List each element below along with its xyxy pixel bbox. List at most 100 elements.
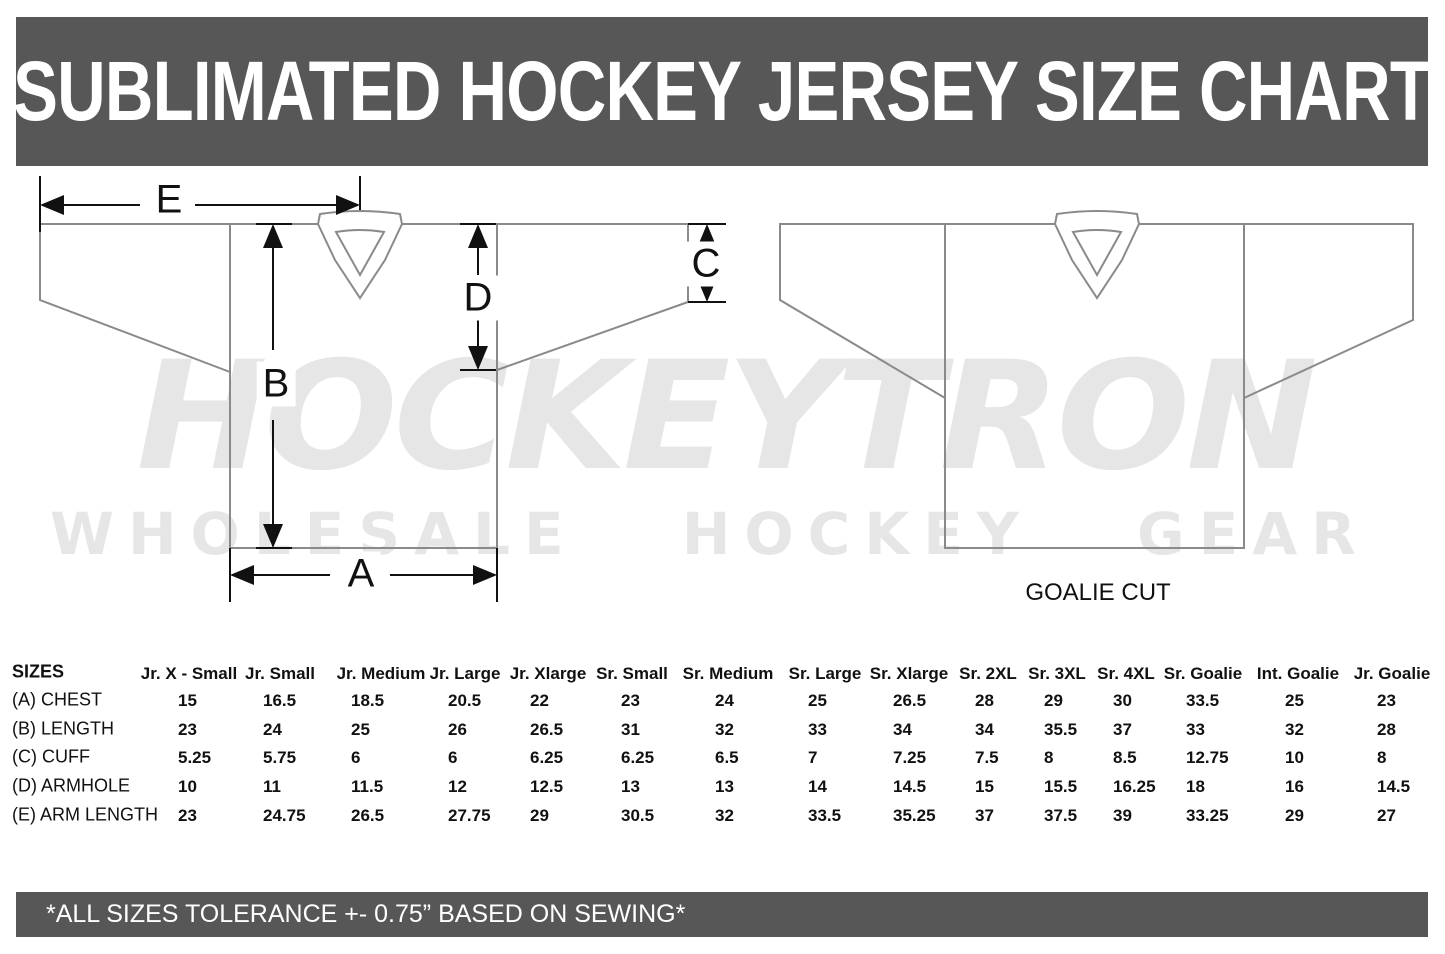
dimension-label-c: C	[685, 241, 727, 287]
table-cell: 30	[1113, 691, 1132, 710]
table-cell: 11.5	[351, 777, 384, 796]
row-label: (E) ARM LENGTH	[12, 804, 159, 825]
table-cell: 6.25	[621, 748, 655, 767]
row-label: (A) CHEST	[12, 689, 102, 710]
table-cell: 25	[1285, 691, 1304, 710]
column-header: Jr. X - Small	[140, 664, 238, 683]
table-cell: 35.5	[1044, 720, 1078, 739]
table-cell: 23	[621, 691, 640, 710]
watermark-brand: HOCKEYTRON	[136, 330, 1318, 504]
table-cell: 5.25	[178, 748, 212, 767]
title-banner: SUBLIMATED HOCKEY JERSEY SIZE CHART	[13, 17, 1432, 166]
table-cell: 29	[1285, 806, 1304, 825]
table-cell: 33	[808, 720, 827, 739]
table-cell: 34	[975, 720, 994, 739]
table-cell: 26.5	[530, 720, 564, 739]
table-cell: 6	[351, 748, 361, 767]
row-label: (B) LENGTH	[12, 718, 115, 739]
table-cell: 18	[1186, 777, 1205, 796]
column-header: Jr. Medium	[336, 664, 426, 683]
table-cell: 27.75	[448, 806, 491, 825]
table-cell: 24	[715, 691, 734, 710]
dimension-label-a: A	[341, 551, 381, 597]
table-cell: 34	[893, 720, 912, 739]
column-header: Sr. 2XL	[959, 664, 1017, 683]
table-cell: 23	[178, 720, 197, 739]
table-cell: 16	[1285, 777, 1304, 796]
table-cell: 6	[448, 748, 458, 767]
table-cell: 37	[975, 806, 994, 825]
table-cell: 29	[530, 806, 549, 825]
table-cell: 33	[1186, 720, 1205, 739]
column-header: Jr. Small	[245, 664, 315, 683]
table-cell: 31	[621, 720, 640, 739]
table-cell: 15	[178, 691, 197, 710]
dimension-label-e: E	[149, 177, 189, 223]
table-cell: 37.5	[1044, 806, 1078, 825]
column-header: Sr. 3XL	[1028, 664, 1086, 683]
table-cell: 33.25	[1186, 806, 1229, 825]
table-cell: 10	[1285, 748, 1304, 767]
table-cell: 8	[1044, 748, 1054, 767]
standard-jersey-outline	[39, 210, 689, 549]
table-cell: 33.5	[808, 806, 842, 825]
table-cell: 35.25	[893, 806, 936, 825]
goalie-cut-label: GOALIE CUT	[1025, 579, 1171, 606]
table-cell: 24	[263, 720, 282, 739]
page-title: SUBLIMATED HOCKEY JERSEY SIZE CHART	[13, 44, 1432, 138]
column-header: Jr. Large	[429, 664, 501, 683]
column-header: Sr. Goalie	[1163, 664, 1243, 683]
column-header: Sr. Medium	[682, 664, 774, 683]
table-cell: 23	[178, 806, 197, 825]
column-header: Jr. Goalie	[1353, 664, 1431, 683]
table-cell: 10	[178, 777, 197, 796]
row-label: (D) ARMHOLE	[12, 775, 131, 796]
table-cell: 25	[351, 720, 370, 739]
table-cell: 12	[448, 777, 467, 796]
table-cell: 26.5	[351, 806, 385, 825]
column-header: Sr. Xlarge	[869, 664, 949, 683]
dimension-label-d: D	[457, 275, 499, 321]
table-cell: 13	[715, 777, 734, 796]
table-cell: 20.5	[448, 691, 482, 710]
table-cell: 24.75	[263, 806, 306, 825]
table-cell: 13	[621, 777, 640, 796]
row-label: (C) CUFF	[12, 746, 90, 767]
column-header: Sr. Small	[596, 664, 668, 683]
column-header: Int. Goalie	[1256, 664, 1340, 683]
table-cell: 18.5	[351, 691, 385, 710]
table-cell: 14.5	[1377, 777, 1411, 796]
table-cell: 7.25	[893, 748, 927, 767]
table-cell: 30.5	[621, 806, 655, 825]
table-cell: 32	[715, 806, 734, 825]
column-header: Sr. 4XL	[1097, 664, 1155, 683]
table-cell: 15	[975, 777, 994, 796]
table-cell: 12.5	[530, 777, 564, 796]
table-cell: 26	[448, 720, 467, 739]
table-cell: 14	[808, 777, 827, 796]
table-cell: 22	[530, 691, 549, 710]
table-cell: 32	[715, 720, 734, 739]
table-cell: 16.25	[1113, 777, 1156, 796]
table-cell: 12.75	[1186, 748, 1229, 767]
table-cell: 28	[1377, 720, 1396, 739]
table-cell: 6.25	[530, 748, 564, 767]
table-cell: 7	[808, 748, 818, 767]
table-cell: 33.5	[1186, 691, 1220, 710]
table-cell: 5.75	[263, 748, 297, 767]
table-cell: 11	[263, 777, 281, 796]
sizes-header: SIZES	[12, 661, 65, 682]
column-header: Jr. Xlarge	[509, 664, 587, 683]
table-cell: 29	[1044, 691, 1063, 710]
table-cell: 8	[1377, 748, 1387, 767]
table-cell: 25	[808, 691, 827, 710]
table-cell: 28	[975, 691, 994, 710]
table-cell: 39	[1113, 806, 1132, 825]
table-cell: 8.5	[1113, 748, 1137, 767]
table-cell: 26.5	[893, 691, 927, 710]
dimension-label-b: B	[256, 361, 296, 407]
tolerance-footer: *ALL SIZES TOLERANCE +- 0.75” BASED ON S…	[16, 892, 1428, 937]
goalie-jersey-outline	[779, 210, 1414, 549]
table-cell: 23	[1377, 691, 1396, 710]
table-cell: 15.5	[1044, 777, 1078, 796]
